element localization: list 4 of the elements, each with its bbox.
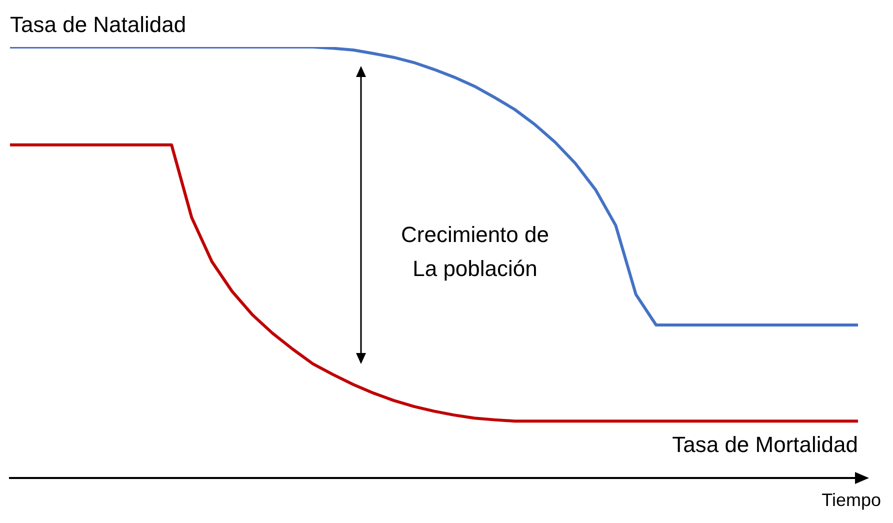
series-label: Tasa de Mortalidad [672, 432, 858, 458]
annotation: Crecimiento de La población [401, 222, 549, 282]
x-axis-title: Tiempo [822, 490, 881, 510]
series-label: Tasa de Natalidad [10, 12, 186, 38]
